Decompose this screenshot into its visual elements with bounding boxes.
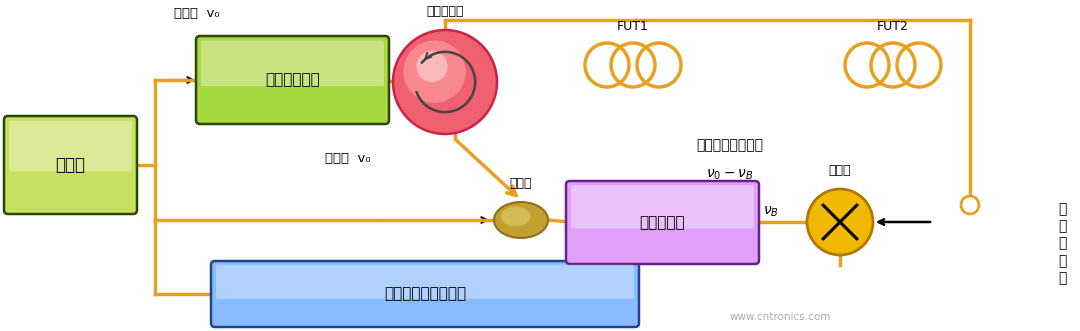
FancyBboxPatch shape	[571, 185, 754, 228]
Text: 布里渊后向散射光: 布里渊后向散射光	[697, 138, 764, 152]
Text: 光纤环形器: 光纤环形器	[427, 5, 463, 18]
Circle shape	[417, 51, 447, 82]
Text: 耦合器: 耦合器	[510, 177, 532, 190]
Text: 参考光  v₀: 参考光 v₀	[325, 152, 370, 165]
Ellipse shape	[501, 207, 530, 226]
Text: FUT2: FUT2	[877, 20, 909, 33]
FancyBboxPatch shape	[211, 261, 639, 327]
Text: 脉冲调制放大: 脉冲调制放大	[265, 72, 320, 87]
Text: 混
频
电
信
号: 混 频 电 信 号	[1057, 202, 1066, 285]
FancyBboxPatch shape	[195, 36, 389, 124]
FancyBboxPatch shape	[201, 40, 384, 86]
Text: FUT1: FUT1	[617, 20, 649, 33]
Circle shape	[393, 30, 497, 134]
Text: $\nu_B$: $\nu_B$	[762, 205, 779, 219]
FancyBboxPatch shape	[566, 181, 759, 264]
Text: $\nu_0-\nu_B$: $\nu_0-\nu_B$	[706, 168, 754, 182]
Ellipse shape	[494, 202, 548, 238]
Text: 激光器: 激光器	[55, 156, 85, 174]
Text: 光电探测器: 光电探测器	[639, 215, 686, 230]
FancyBboxPatch shape	[4, 116, 137, 214]
Circle shape	[404, 40, 465, 103]
Text: 混频器: 混频器	[828, 164, 851, 177]
FancyBboxPatch shape	[9, 121, 132, 171]
Text: www.cntronics.com: www.cntronics.com	[730, 312, 832, 322]
Circle shape	[807, 189, 873, 255]
FancyBboxPatch shape	[216, 265, 634, 299]
Text: 探测光  v₀: 探测光 v₀	[174, 7, 220, 20]
Text: 信号检测与处理系统: 信号检测与处理系统	[383, 287, 467, 302]
